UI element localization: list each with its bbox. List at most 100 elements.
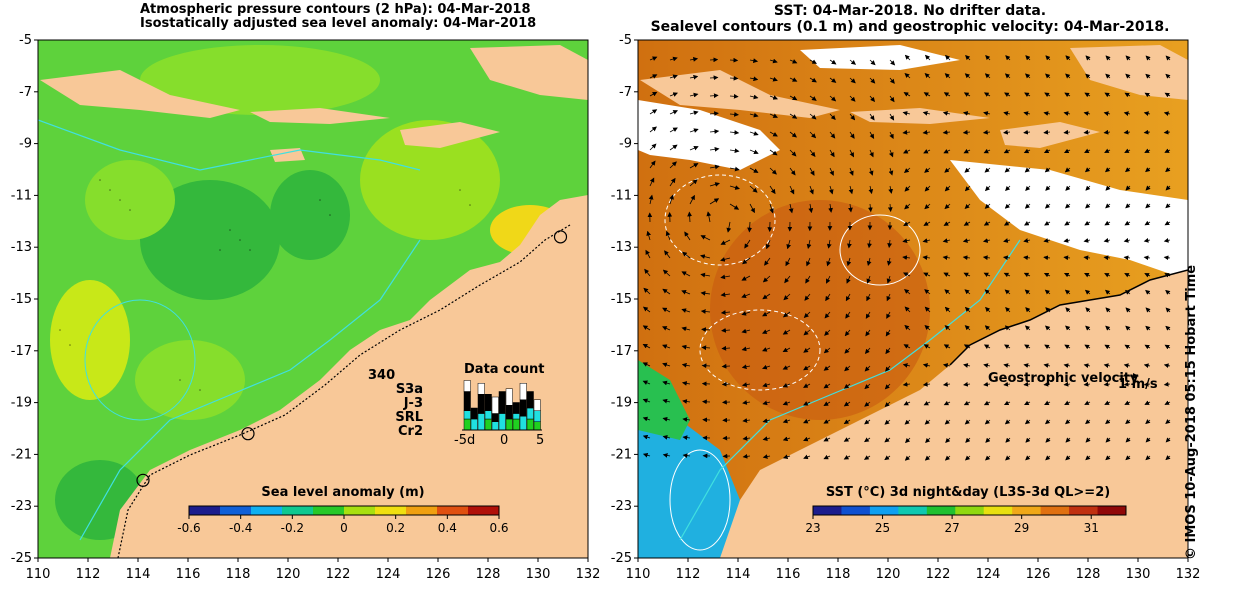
sst-colorbar-swatch	[898, 506, 928, 515]
velocity-vector	[785, 257, 791, 267]
velocity-vector	[1045, 437, 1051, 443]
data-count-max: 340	[368, 368, 395, 383]
velocity-vector	[1083, 381, 1091, 387]
velocity-vector	[962, 129, 971, 135]
velocity-vector	[1163, 238, 1171, 243]
velocity-vector	[1104, 289, 1111, 295]
left-lat-tick-label: -9	[19, 137, 32, 152]
data-count-bar-j-3	[512, 402, 520, 414]
velocity-vector	[844, 347, 851, 354]
data-count-bar-j-3	[498, 391, 506, 414]
data-count-bar-j-3	[463, 391, 471, 411]
velocity-vector	[866, 275, 872, 284]
velocity-vector	[729, 75, 739, 81]
velocity-vector	[824, 311, 831, 319]
sla-colorbar-swatch	[189, 506, 221, 515]
data-count-tick-start: -5d	[454, 433, 475, 448]
velocity-vector	[1165, 167, 1171, 173]
sla-low-anomaly	[270, 170, 350, 260]
velocity-vector	[1164, 92, 1171, 98]
velocity-vector	[762, 418, 771, 424]
velocity-scale-label: 1 m/s	[1118, 377, 1158, 392]
velocity-vector	[1064, 220, 1071, 226]
velocity-vector	[1025, 307, 1031, 313]
velocity-vector	[649, 91, 658, 97]
sla-colorbar-swatch	[251, 506, 283, 515]
velocity-vector	[1125, 73, 1131, 79]
velocity-vector	[1024, 400, 1031, 406]
sst-colorbar-tick-label: 31	[1084, 521, 1099, 535]
velocity-vector	[1064, 167, 1071, 173]
velocity-vector	[1043, 148, 1051, 154]
velocity-vector	[846, 275, 851, 284]
velocity-vector	[1105, 325, 1111, 331]
velocity-vector	[1003, 221, 1011, 226]
velocity-vector	[942, 129, 951, 135]
velocity-vector	[1024, 167, 1031, 173]
sst-colorbar-swatch	[841, 506, 871, 515]
data-count-bar-j-3	[470, 407, 478, 420]
velocity-vector	[985, 437, 991, 443]
velocity-vector	[922, 238, 931, 243]
velocity-vector	[829, 149, 835, 158]
velocity-vector	[864, 419, 871, 425]
velocity-vector	[809, 131, 817, 139]
velocity-vector	[1004, 167, 1011, 173]
australia-landmass	[110, 195, 588, 558]
velocity-vector	[923, 92, 931, 97]
velocity-vector	[642, 306, 651, 313]
velocity-vector	[826, 239, 832, 249]
velocity-vector	[944, 203, 951, 210]
velocity-vector	[1104, 273, 1111, 278]
velocity-vector	[1023, 238, 1031, 243]
velocity-vector	[1045, 73, 1051, 79]
velocity-vector	[726, 221, 732, 233]
shelf-contour	[117, 224, 571, 558]
right-lat-tick-label: -11	[611, 188, 632, 203]
velocity-vector	[829, 77, 837, 83]
sla-colorbar-swatch	[437, 506, 469, 515]
tide-gauge-marker	[241, 427, 255, 441]
velocity-vector	[1083, 255, 1091, 261]
tide-gauge-markers	[136, 230, 568, 487]
right-lon-tick-label: 110	[626, 567, 651, 582]
velocity-vector	[662, 307, 671, 313]
left-lat-tick-label: -7	[19, 85, 32, 100]
velocity-vector	[1044, 344, 1051, 350]
velocity-vector	[924, 306, 931, 313]
velocity-vector	[669, 177, 676, 187]
velocity-vector	[865, 311, 871, 319]
velocity-vector	[1105, 307, 1111, 313]
sst-colorbar-tick-label: 29	[1014, 521, 1029, 535]
velocity-vector	[964, 419, 971, 425]
velocity-vector	[1144, 344, 1151, 350]
left-lat-tick-label: -5	[19, 33, 32, 48]
velocity-vector	[1145, 419, 1151, 425]
velocity-vector	[1044, 220, 1051, 226]
velocity-vector	[742, 418, 751, 423]
sla-low-anomaly	[140, 180, 280, 300]
velocity-vector	[864, 401, 871, 407]
velocity-vector	[643, 287, 651, 295]
velocity-vector	[803, 347, 811, 353]
velocity-vector	[924, 455, 931, 461]
velocity-vector	[662, 435, 671, 440]
velocity-vector	[889, 77, 895, 84]
velocity-vector	[923, 272, 931, 277]
velocity-vector	[782, 436, 791, 442]
velocity-vector	[864, 437, 871, 443]
velocity-vector	[943, 400, 951, 406]
velocity-vector	[1004, 92, 1011, 97]
velocity-vector	[1043, 381, 1051, 387]
velocity-vector	[1024, 221, 1031, 226]
data-count-bar-j-3	[484, 394, 492, 411]
velocity-vector	[700, 235, 711, 241]
velocity-vector	[809, 113, 817, 120]
right-map-title: SST: 04-Mar-2018. No drifter data. Seale…	[650, 3, 1170, 35]
left-lon-tick-label: 110	[26, 567, 51, 582]
velocity-vector	[744, 239, 751, 249]
velocity-vector	[962, 238, 971, 243]
velocity-vector	[964, 289, 971, 295]
data-count-bar-s3a	[477, 383, 485, 395]
velocity-vector	[1045, 185, 1051, 191]
